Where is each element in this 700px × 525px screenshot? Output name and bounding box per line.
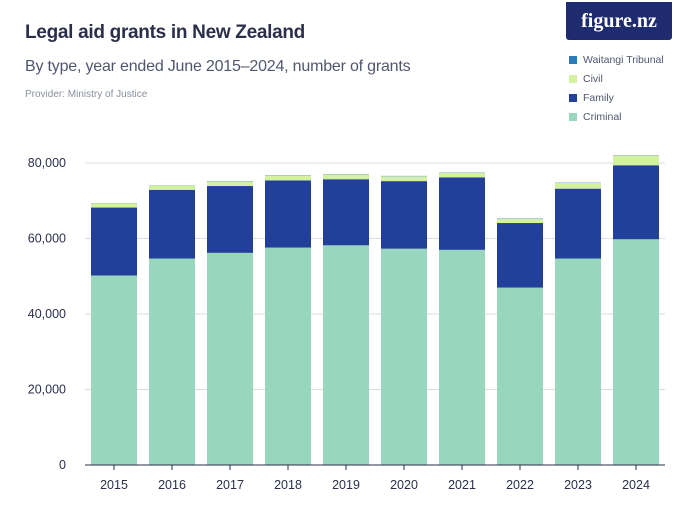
bar-criminal-2016	[149, 258, 195, 465]
provider-note: Provider: Ministry of Justice	[25, 89, 148, 100]
bar-civil-2021	[439, 172, 485, 178]
x-tick-label: 2022	[506, 478, 534, 492]
bar-criminal-2015	[91, 275, 137, 465]
bar-civil-2015	[91, 203, 137, 208]
legend-label: Criminal	[583, 110, 622, 123]
legend-swatch	[569, 112, 577, 121]
x-tick-label: 2017	[216, 478, 244, 492]
legend-label: Family	[583, 91, 614, 104]
bar-criminal-2020	[381, 248, 427, 465]
bar-criminal-2017	[207, 252, 253, 465]
y-tick-label: 0	[59, 458, 66, 472]
bar-criminal-2018	[265, 247, 311, 465]
legend-item-waitangi: Waitangi Tribunal	[569, 50, 664, 69]
legend-item-family: Family	[569, 88, 664, 107]
bar-civil-2023	[555, 183, 601, 189]
bar-family-2016	[149, 189, 195, 259]
legend-swatch	[569, 55, 577, 64]
chart-title: Legal aid grants in New Zealand	[25, 22, 305, 43]
bar-criminal-2022	[497, 287, 543, 465]
y-tick-label: 20,000	[28, 383, 66, 397]
legend-item-civil: Civil	[569, 69, 664, 88]
x-tick-label: 2016	[158, 478, 186, 492]
bar-criminal-2024	[613, 239, 659, 465]
bar-civil-2020	[381, 176, 427, 182]
figure-nz-logo[interactable]: figure.nz	[566, 2, 672, 40]
bar-civil-2022	[497, 218, 543, 224]
bar-family-2019	[323, 179, 369, 246]
bar-civil-2024	[613, 155, 659, 166]
x-tick-label: 2015	[100, 478, 128, 492]
x-tick-label: 2018	[274, 478, 302, 492]
bar-criminal-2019	[323, 245, 369, 465]
bar-criminal-2023	[555, 258, 601, 465]
bar-family-2022	[497, 223, 543, 288]
legend-label: Civil	[583, 72, 603, 85]
bar-criminal-2021	[439, 249, 485, 465]
chart-subtitle: By type, year ended June 2015–2024, numb…	[25, 58, 411, 75]
bar-family-2021	[439, 177, 485, 250]
y-tick-label: 60,000	[28, 232, 66, 246]
bar-civil-2017	[207, 181, 253, 187]
bar-family-2018	[265, 180, 311, 248]
legend-item-criminal: Criminal	[569, 107, 664, 126]
y-tick-label: 80,000	[28, 156, 66, 170]
chart-legend: Waitangi Tribunal Civil Family Criminal	[569, 50, 664, 126]
legend-swatch	[569, 74, 577, 83]
bar-family-2020	[381, 181, 427, 249]
bar-family-2017	[207, 186, 253, 253]
x-tick-label: 2019	[332, 478, 360, 492]
bar-family-2024	[613, 165, 659, 240]
bar-family-2023	[555, 188, 601, 259]
x-tick-label: 2020	[390, 478, 418, 492]
bar-family-2015	[91, 207, 137, 276]
bar-civil-2019	[323, 174, 369, 180]
x-tick-label: 2024	[622, 478, 650, 492]
x-tick-label: 2021	[448, 478, 476, 492]
bar-civil-2018	[265, 175, 311, 181]
bar-civil-2016	[149, 186, 195, 190]
x-tick-label: 2023	[564, 478, 592, 492]
y-tick-label: 40,000	[28, 307, 66, 321]
legend-swatch	[569, 93, 577, 102]
legend-label: Waitangi Tribunal	[583, 53, 664, 66]
